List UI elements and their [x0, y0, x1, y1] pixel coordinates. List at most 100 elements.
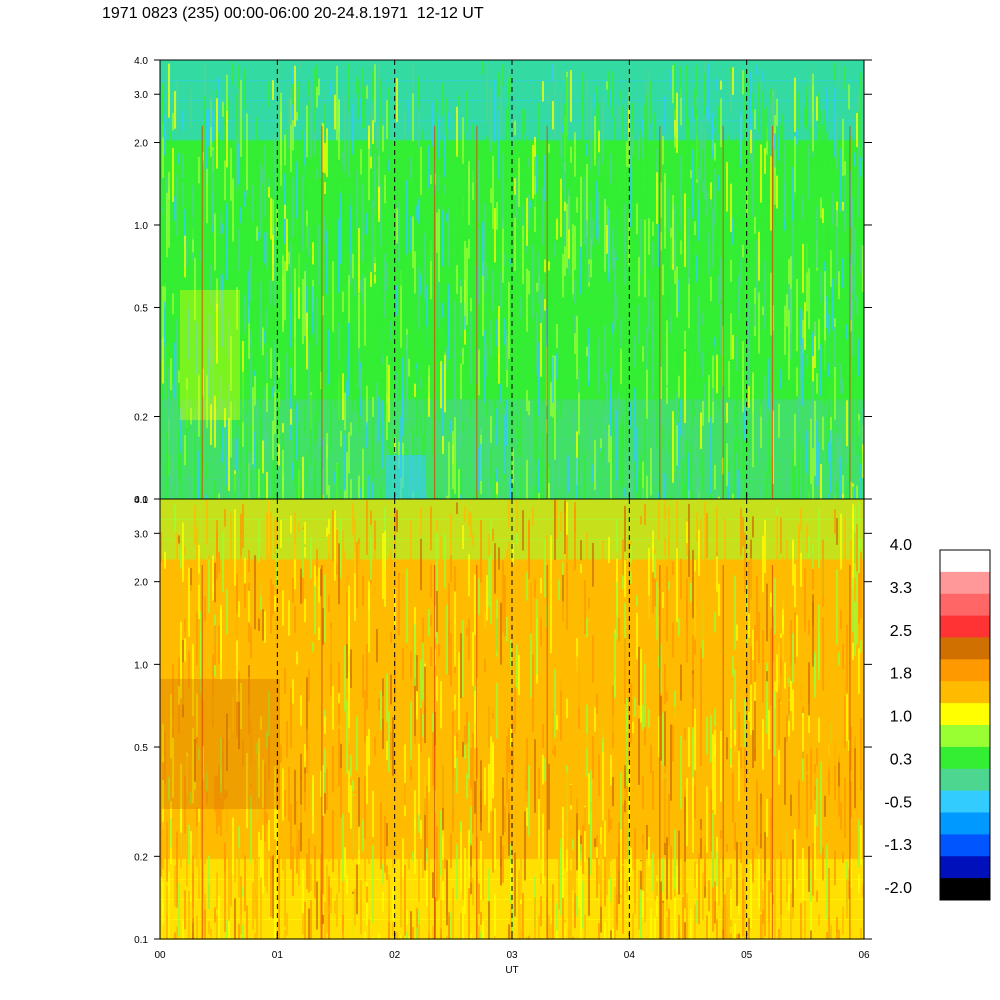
- spectrum-streak: [622, 166, 624, 192]
- spectrum-streak: [850, 663, 852, 710]
- spectrum-streak: [764, 832, 766, 882]
- spectrum-streak: [814, 814, 816, 880]
- spectrum-streak: [426, 848, 428, 862]
- spectrum-streak: [204, 323, 206, 373]
- spectrum-streak: [758, 853, 760, 909]
- spectrum-streak: [368, 132, 370, 201]
- spectrum-streak: [502, 846, 504, 884]
- spectrum-streak: [362, 184, 364, 258]
- spectrum-streak: [816, 778, 818, 827]
- spectrum-streak: [566, 452, 568, 499]
- spectrum-streak: [222, 101, 224, 117]
- spectrum-streak: [810, 901, 812, 939]
- spectrum-streak: [218, 765, 220, 787]
- spectrum-streak: [374, 98, 376, 123]
- spectrum-streak: [648, 68, 650, 97]
- spectrum-streak: [204, 596, 206, 621]
- spectrum-streak: [652, 852, 654, 891]
- spectrum-streak: [390, 320, 392, 341]
- spectrum-streak: [332, 331, 334, 394]
- spectrum-streak: [396, 678, 398, 741]
- spectrum-streak: [812, 544, 814, 569]
- spectrum-streak: [654, 845, 656, 901]
- spectrum-streak: [818, 319, 820, 350]
- spectrum-streak: [372, 790, 374, 837]
- spectrum-streak: [692, 234, 694, 285]
- spectrum-streak: [724, 894, 726, 939]
- spectrum-streak: [360, 898, 362, 932]
- spectrum-streak: [626, 880, 628, 892]
- spectrum-streak: [834, 469, 836, 499]
- spectrum-streak: [540, 451, 542, 499]
- spectrum-streak: [456, 243, 458, 265]
- spectrum-streak: [412, 93, 414, 142]
- spectrum-streak: [524, 755, 526, 807]
- spectrum-streak: [346, 330, 348, 381]
- spectrum-streak: [360, 487, 362, 499]
- spectrum-streak: [622, 105, 624, 164]
- spectrum-streak: [604, 325, 606, 382]
- spectrum-streak: [330, 380, 332, 451]
- spectrum-streak: [266, 382, 268, 412]
- spectrum-streak: [166, 192, 168, 258]
- spectrum-streak: [524, 359, 526, 386]
- spectrum-streak: [218, 552, 220, 573]
- spectrum-streak: [314, 478, 316, 498]
- spectrum-streak: [174, 504, 176, 532]
- spectrum-streak: [584, 914, 586, 939]
- spectrum-streak: [764, 520, 766, 573]
- spectrum-streak: [328, 593, 330, 613]
- spectrum-streak: [800, 903, 802, 939]
- spectrum-streak: [244, 855, 246, 912]
- spectrum-streak: [776, 654, 778, 693]
- spectrum-streak: [238, 601, 240, 618]
- spectrum-streak: [764, 260, 766, 330]
- spectrum-streak: [206, 168, 208, 224]
- spectrum-streak: [734, 575, 736, 650]
- spectrum-streak: [304, 901, 306, 939]
- spectrum-streak: [858, 111, 860, 154]
- spectrum-streak: [668, 671, 670, 705]
- spectrum-streak: [334, 900, 336, 914]
- spectrum-streak: [254, 376, 256, 406]
- colorbar-label: 1.8: [890, 666, 912, 683]
- spectrum-streak: [420, 819, 422, 840]
- spectrum-streak: [812, 594, 814, 667]
- spectrum-streak: [526, 572, 528, 601]
- spectrum-streak: [220, 275, 222, 312]
- spectrum-streak: [608, 537, 610, 564]
- spectrum-streak: [684, 796, 686, 862]
- spectrum-streak: [186, 389, 188, 467]
- spectrum-streak: [840, 802, 842, 830]
- spectrum-streak: [300, 753, 302, 779]
- spectrum-streak: [214, 481, 216, 499]
- spectrum-streak: [326, 864, 328, 934]
- spectrum-streak: [404, 208, 406, 218]
- spectrum-streak: [796, 614, 798, 657]
- spectrum-streak: [598, 865, 600, 885]
- spectrum-streak: [484, 341, 486, 358]
- spectrum-streak: [220, 212, 222, 239]
- spectrum-streak: [456, 106, 458, 157]
- spectrum-streak: [626, 141, 628, 167]
- spectrum-streak: [378, 698, 380, 711]
- spectrum-streak: [844, 777, 846, 839]
- spectrum-streak: [426, 870, 428, 906]
- spectrum-streak: [620, 829, 622, 895]
- spectrum-streak: [366, 421, 368, 449]
- spectrum-streak: [562, 897, 564, 939]
- spectrum-streak: [458, 95, 460, 106]
- spectrum-streak: [234, 509, 236, 586]
- spectrum-streak: [664, 537, 666, 556]
- spectrum-streak: [170, 694, 172, 758]
- spectrum-streak: [296, 111, 298, 121]
- spectrum-streak: [842, 378, 844, 394]
- spectrum-streak: [832, 651, 834, 719]
- spectrum-streak: [162, 904, 164, 925]
- spectrum-streak: [658, 223, 660, 267]
- spectrum-streak: [348, 636, 350, 695]
- spectrum-streak: [370, 156, 372, 169]
- spectrum-streak: [496, 683, 498, 739]
- spectrum-streak: [666, 837, 668, 900]
- spectrum-streak: [604, 416, 606, 439]
